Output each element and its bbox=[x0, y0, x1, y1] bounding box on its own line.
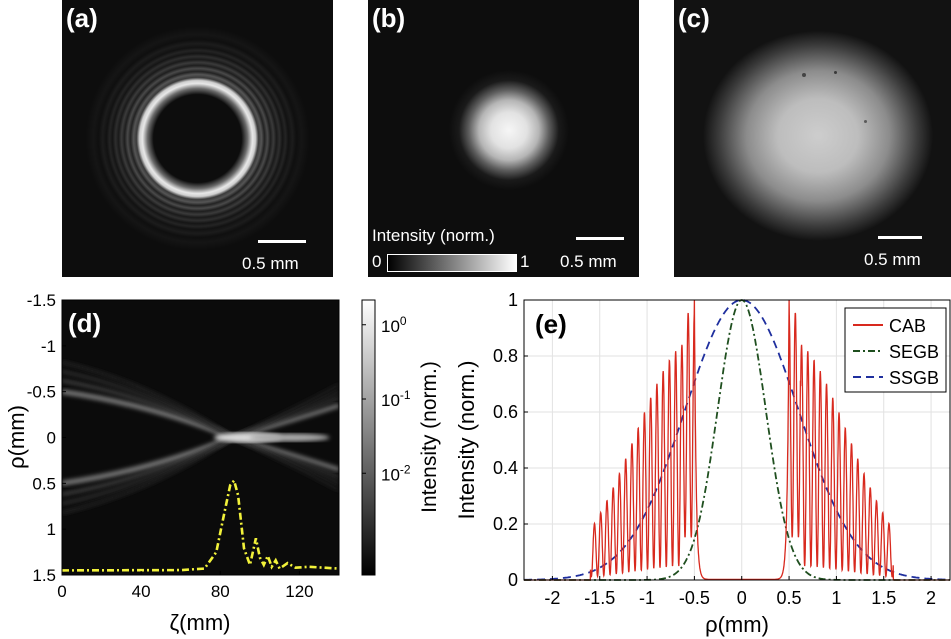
panel-a-scalebar-label: 0.5 mm bbox=[242, 254, 299, 273]
colorbar-tick-label: 100 bbox=[381, 314, 407, 336]
x-tick-label: 0 bbox=[57, 582, 66, 601]
y-tick-label: 1 bbox=[47, 520, 56, 539]
x-axis-label: ζ(mm) bbox=[169, 610, 230, 635]
heatmap-area bbox=[62, 300, 339, 575]
x-tick-label: 1.5 bbox=[871, 588, 896, 608]
colorbar-tick-label: 10-1 bbox=[381, 388, 411, 410]
x-tick-label: 80 bbox=[211, 582, 230, 601]
y-axis-label: Intensity (norm.) bbox=[454, 361, 479, 520]
y-tick-label: 0.2 bbox=[493, 514, 518, 534]
panel-d-label: (d) bbox=[68, 308, 101, 338]
panel-b-scalebar-label: 0.5 mm bbox=[560, 252, 617, 271]
x-tick-label: -1.5 bbox=[584, 588, 615, 608]
y-tick-label: 0 bbox=[508, 570, 518, 590]
panel-b-label: (b) bbox=[372, 3, 406, 33]
x-tick-label: -0.5 bbox=[679, 588, 710, 608]
x-tick-label: 1 bbox=[831, 588, 841, 608]
x-tick-label: 0.5 bbox=[777, 588, 802, 608]
y-tick-label: -1 bbox=[41, 337, 56, 356]
series-cab bbox=[524, 299, 950, 581]
beam-path bbox=[62, 389, 234, 440]
focal-line bbox=[249, 433, 330, 442]
panel-e-chart: -2 -1.5 -1 -0.5 0 0.5 1 1.5 200.20.40.60.81 (e) … bbox=[454, 290, 951, 637]
panel-b-scalebar bbox=[576, 237, 624, 240]
legend: CAB SEGB SSGB bbox=[844, 307, 947, 393]
beam-path bbox=[231, 384, 339, 439]
y-tick-label: 0.6 bbox=[493, 402, 518, 422]
panel-a-scalebar bbox=[258, 240, 306, 243]
y-tick-label: -1.5 bbox=[27, 291, 56, 310]
panel-c-scalebar bbox=[878, 236, 922, 239]
colorbar-min-label: 0 bbox=[372, 252, 382, 271]
overlay-line bbox=[62, 477, 339, 572]
panel-c-image: (c) 0.5 mm bbox=[674, 0, 951, 277]
colorbar-title: Intensity (norm.) bbox=[372, 226, 495, 245]
panel-a-image: (a) 0.5 mm bbox=[62, 0, 333, 277]
colorbar-max-label: 1 bbox=[520, 252, 530, 271]
x-tick-label: 40 bbox=[132, 582, 151, 601]
x-tick-label: -1 bbox=[639, 588, 655, 608]
panel-c-scalebar-label: 0.5 mm bbox=[864, 250, 921, 269]
dust-speck bbox=[864, 120, 867, 123]
legend-box bbox=[844, 307, 947, 393]
dust-speck bbox=[802, 73, 806, 77]
panel-d-chart: 0 40 80 120 -1.5 -1 -0.5 0 0.5 1 1.5 (d) ζ(mm) ρ(m… bbox=[4, 291, 441, 635]
panel-c-label: (c) bbox=[678, 3, 710, 33]
y-tick-label: 1.5 bbox=[32, 566, 56, 585]
beam-path bbox=[231, 436, 339, 491]
x-tick-label: 120 bbox=[285, 582, 313, 601]
colorbar-label: Intensity (norm.) bbox=[418, 361, 441, 513]
beam-path bbox=[62, 435, 234, 486]
y-tick-label: 0.8 bbox=[493, 346, 518, 366]
y-tick-label: 0.5 bbox=[32, 474, 56, 493]
x-tick-label: -2 bbox=[544, 588, 560, 608]
beam-path bbox=[62, 360, 233, 439]
x-tick-label: 2 bbox=[926, 588, 936, 608]
x-axis-label: ρ(mm) bbox=[705, 612, 769, 637]
legend-label: CAB bbox=[889, 316, 926, 336]
colorbar-gradient bbox=[387, 254, 517, 272]
beam-path bbox=[62, 436, 233, 515]
y-tick-label: 0 bbox=[47, 429, 56, 448]
legend-label: SEGB bbox=[889, 342, 939, 362]
dust-speck bbox=[834, 71, 837, 74]
panel-a-label: (a) bbox=[66, 3, 98, 33]
colorbar bbox=[361, 299, 376, 576]
y-tick-label: 1 bbox=[508, 290, 518, 310]
panel-b-image: (b) Intensity (norm.) 0 1 0.5 mm bbox=[368, 0, 639, 277]
y-axis-label: ρ(mm) bbox=[4, 405, 29, 469]
colorbar-tick-label: 10-2 bbox=[381, 462, 411, 484]
legend-label: SSGB bbox=[889, 368, 939, 388]
y-tick-label: 0.4 bbox=[493, 458, 518, 478]
panel-e-label: (e) bbox=[535, 309, 567, 339]
y-tick-label: -0.5 bbox=[27, 383, 56, 402]
x-tick-label: 0 bbox=[737, 588, 747, 608]
